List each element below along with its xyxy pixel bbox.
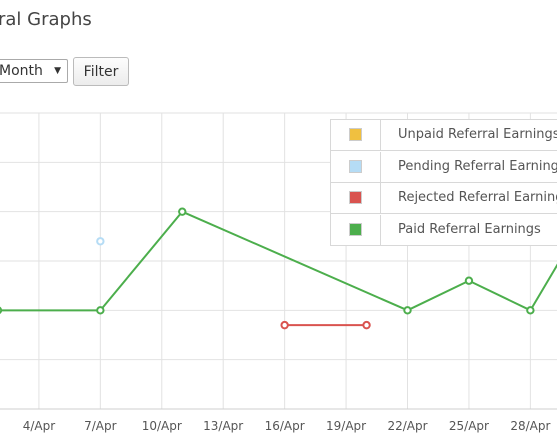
x-tick-label: 16/Apr [265,419,305,433]
chart-canvas: 4/Apr 7/Apr 10/Apr 13/Apr 16/Apr 19/Apr 22/Apr… [0,112,557,433]
legend-label: Paid Referral Earnings [398,221,541,237]
legend-divider [380,151,381,182]
x-tick-label: 22/Apr [387,419,427,433]
legend-divider [380,183,381,213]
legend-swatch [349,191,362,204]
legend-item: Paid Referral Earnings [331,214,557,246]
x-tick-label: 4/Apr [23,419,56,433]
x-tick-label: 10/Apr [142,419,182,433]
data-point [178,207,187,216]
data-point [526,306,535,315]
x-tick-label: 7/Apr [84,419,117,433]
data-point [362,320,371,330]
legend-divider [380,214,381,246]
legend-label: Pending Referral Earnings [398,158,557,174]
page-title: ral Graphs [0,9,92,30]
data-point [403,306,412,315]
chevron-down-icon: ▼ [54,66,61,76]
data-point [0,306,3,314]
period-select-value: Month [0,63,43,79]
legend-label: Unpaid Referral Earnings [398,127,557,142]
x-tick-label: 25/Apr [449,419,489,433]
chart-legend: Unpaid Referral Earnings Pending Referral… [330,119,557,246]
filter-button[interactable]: Filter [73,57,129,86]
x-tick-label: 19/Apr [326,419,366,433]
legend-swatch [349,159,362,173]
period-select[interactable]: Month ▼ [0,59,68,83]
data-point [96,306,105,315]
legend-item: Rejected Referral Earnings [331,183,557,214]
data-point [464,276,474,285]
legend-item: Unpaid Referral Earnings [331,120,557,151]
legend-divider [380,120,381,150]
data-point [96,237,105,246]
referral-earnings-chart: 4/Apr 7/Apr 10/Apr 13/Apr 16/Apr 19/Apr 22/Apr… [0,110,557,448]
x-tick-label: 28/Apr [510,419,550,433]
legend-label: Rejected Referral Earnings [398,190,557,205]
x-tick-label: 13/Apr [203,419,243,433]
legend-item: Pending Referral Earnings [331,151,557,183]
legend-swatch [349,128,362,141]
legend-swatch [349,222,362,236]
data-point [280,320,289,330]
